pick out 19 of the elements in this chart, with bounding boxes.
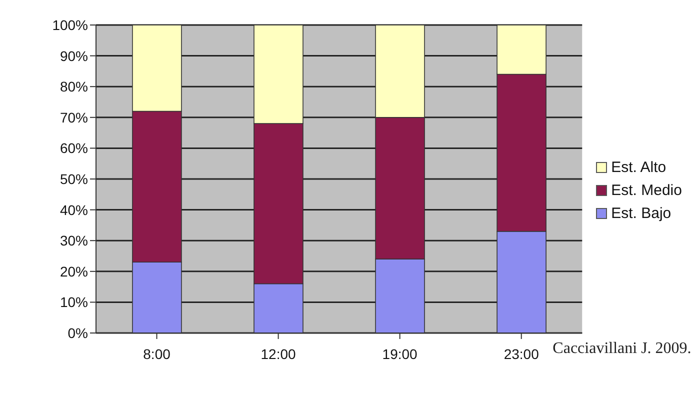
y-tick-label: 40%: [60, 202, 88, 218]
y-tick-label: 20%: [60, 263, 88, 280]
x-tick-label: 12:00: [260, 346, 296, 362]
legend-label: Est. Alto: [611, 158, 666, 176]
x-tick-label: 8:00: [143, 346, 171, 362]
y-tick-label: 10%: [60, 294, 88, 310]
y-tick-label: 90%: [60, 48, 88, 64]
x-tick-label: 23:00: [504, 346, 540, 362]
y-tick-label: 100%: [52, 16, 88, 33]
legend-label: Est. Bajo: [611, 204, 672, 222]
y-tick-label: 70%: [60, 109, 88, 126]
x-tick-label: 19:00: [382, 346, 418, 362]
text: Cacciavillani J. 2009.: [552, 339, 692, 359]
legend-label: Est. Medio: [611, 182, 682, 198]
y-tick-label: 80%: [60, 78, 88, 95]
y-tick-label: 0%: [68, 324, 88, 341]
y-tick-label: 60%: [60, 140, 88, 156]
y-tick-label: 50%: [60, 170, 88, 187]
y-tick-label: 30%: [60, 232, 88, 249]
